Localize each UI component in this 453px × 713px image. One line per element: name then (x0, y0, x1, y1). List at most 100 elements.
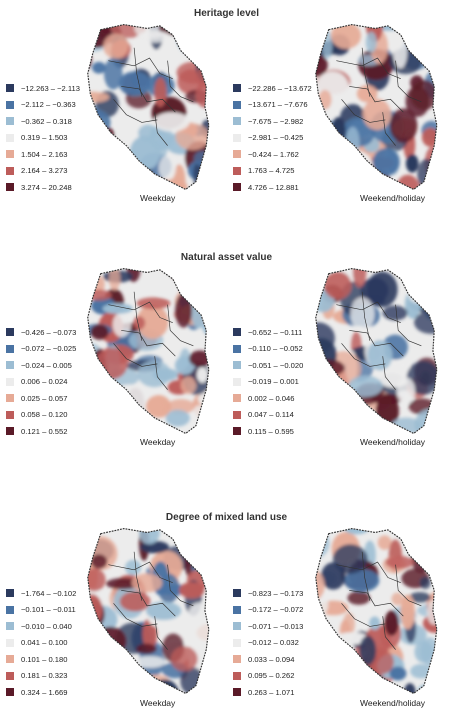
legend-label: −0.024 – 0.005 (21, 360, 72, 370)
legend-item: 0.324 – 1.669 (6, 684, 101, 701)
legend-item: −0.362 – 0.318 (6, 113, 101, 130)
legend-label: −0.424 – 1.762 (248, 149, 299, 159)
legend-label: −12.263 – −2.113 (21, 83, 80, 93)
left-legend: −1.764 – −0.102 −0.101 – −0.011 −0.010 – 0… (6, 585, 101, 701)
legend-item: 1.504 – 2.163 (6, 146, 101, 163)
choropleth-map (315, 267, 438, 435)
legend-label: −0.652 – −0.111 (248, 327, 303, 337)
legend-swatch (6, 671, 14, 680)
legend-swatch (6, 688, 14, 697)
legend-label: 4.726 – 12.881 (248, 182, 299, 192)
legend-swatch (233, 361, 241, 370)
legend-item: 0.047 – 0.114 (233, 407, 328, 424)
right-map-caption: Weekend/holiday (360, 437, 426, 447)
legend-item: −22.286 – −13.672 (233, 80, 328, 97)
legend-swatch (6, 133, 14, 142)
legend-item: −0.072 – −0.025 (6, 341, 101, 358)
legend-item: 0.181 – 0.323 (6, 668, 101, 685)
legend-label: 0.101 – 0.180 (21, 654, 68, 664)
right-map-caption: Weekend/holiday (360, 193, 426, 203)
choropleth-map (87, 527, 210, 695)
legend-item: 0.006 – 0.024 (6, 374, 101, 391)
legend-label: 0.263 – 1.071 (248, 687, 295, 697)
legend-label: 0.324 – 1.669 (21, 687, 68, 697)
legend-item: −12.263 – −2.113 (6, 80, 101, 97)
choropleth-map (315, 23, 438, 191)
legend-item: 0.058 – 0.120 (6, 407, 101, 424)
right-map (310, 266, 440, 441)
legend-swatch (6, 655, 14, 664)
legend-item: −0.024 – 0.005 (6, 357, 101, 374)
legend-swatch (233, 150, 241, 159)
legend-item: −0.652 – −0.111 (233, 324, 328, 341)
legend-item: −1.764 – −0.102 (6, 585, 101, 602)
legend-swatch (233, 394, 241, 403)
legend-item: 3.274 – 20.248 (6, 179, 101, 196)
legend-label: 0.041 – 0.100 (21, 638, 68, 648)
legend-swatch (233, 655, 241, 664)
legend-swatch (233, 622, 241, 631)
legend-label: 0.319 – 1.503 (21, 133, 68, 143)
legend-item: 0.025 – 0.057 (6, 390, 101, 407)
legend-item: −0.101 – −0.011 (6, 602, 101, 619)
legend-label: −0.010 – 0.040 (21, 621, 72, 631)
legend-swatch (233, 100, 241, 109)
legend-swatch (6, 344, 14, 353)
legend-label: −0.072 – −0.025 (21, 344, 77, 354)
legend-label: −13.671 – −7.676 (248, 100, 308, 110)
legend-item: −0.172 – −0.072 (233, 602, 328, 619)
legend-item: 0.121 – 0.552 (6, 423, 101, 440)
legend-swatch (6, 377, 14, 386)
legend-swatch (6, 638, 14, 647)
legend-swatch (6, 150, 14, 159)
legend-swatch (6, 427, 14, 436)
legend-swatch (6, 361, 14, 370)
legend-label: 1.504 – 2.163 (21, 149, 68, 159)
legend-swatch (6, 166, 14, 175)
legend-label: 0.121 – 0.552 (21, 426, 68, 436)
legend-swatch (233, 117, 241, 126)
legend-item: 0.041 – 0.100 (6, 635, 101, 652)
legend-label: 0.047 – 0.114 (248, 410, 294, 420)
legend-label: −2.981 – −0.425 (248, 133, 304, 143)
legend-swatch (233, 183, 241, 192)
legend-swatch (233, 133, 241, 142)
legend-label: 1.763 – 4.725 (248, 166, 295, 176)
legend-label: 0.181 – 0.323 (21, 671, 68, 681)
legend-item: −0.012 – 0.032 (233, 635, 328, 652)
legend-label: −0.426 – −0.073 (21, 327, 77, 337)
legend-item: −13.671 – −7.676 (233, 97, 328, 114)
choropleth-map (87, 23, 210, 191)
legend-swatch (233, 410, 241, 419)
legend-item: −0.426 – −0.073 (6, 324, 101, 341)
legend-label: −0.019 – 0.001 (248, 377, 299, 387)
legend-swatch (233, 688, 241, 697)
legend-label: −0.051 – −0.020 (248, 360, 304, 370)
left-map (82, 526, 212, 701)
legend-swatch (233, 671, 241, 680)
legend-item: 0.115 – 0.595 (233, 423, 328, 440)
legend-item: 2.164 – 3.273 (6, 163, 101, 180)
legend-swatch (233, 377, 241, 386)
legend-swatch (233, 605, 241, 614)
legend-item: −2.112 – −0.363 (6, 97, 101, 114)
legend-label: −0.172 – −0.072 (248, 605, 304, 615)
legend-swatch (6, 410, 14, 419)
legend-label: −2.112 – −0.363 (21, 100, 76, 110)
legend-label: 0.033 – 0.094 (248, 654, 295, 664)
left-map-caption: Weekday (140, 193, 176, 203)
legend-swatch (6, 84, 14, 93)
legend-item: −0.823 – −0.173 (233, 585, 328, 602)
legend-label: 0.115 – 0.595 (248, 426, 294, 436)
legend-label: 2.164 – 3.273 (21, 166, 68, 176)
legend-swatch (233, 84, 241, 93)
legend-swatch (6, 589, 14, 598)
legend-label: 0.006 – 0.024 (21, 377, 68, 387)
legend-swatch (233, 638, 241, 647)
legend-item: −7.675 – −2.982 (233, 113, 328, 130)
right-legend: −0.823 – −0.173 −0.172 – −0.072 −0.071 – −… (233, 585, 328, 701)
choropleth-map (315, 527, 438, 695)
legend-label: 0.058 – 0.120 (21, 410, 68, 420)
section-title: Natural asset value (180, 252, 273, 263)
left-map-caption: Weekday (140, 698, 176, 708)
